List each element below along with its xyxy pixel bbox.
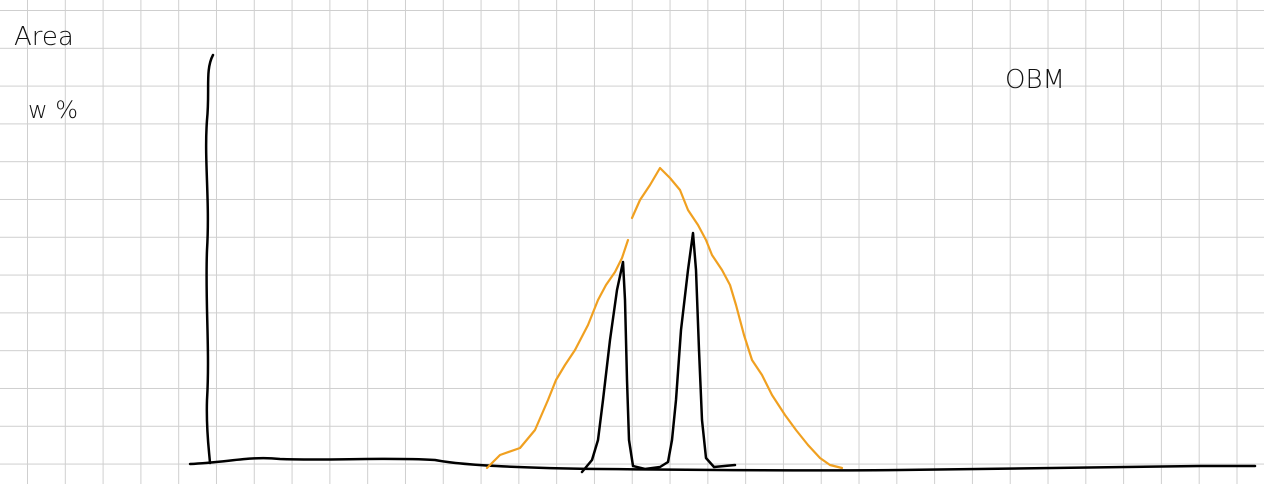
x-axis	[188, 456, 1257, 472]
y-axis	[204, 53, 215, 465]
broad-curve	[485, 166, 844, 470]
narrow-peaks	[580, 231, 737, 474]
annotation: OBM	[1005, 65, 1065, 95]
axis-label: w %	[28, 96, 78, 124]
axis-label: Area	[14, 22, 74, 52]
